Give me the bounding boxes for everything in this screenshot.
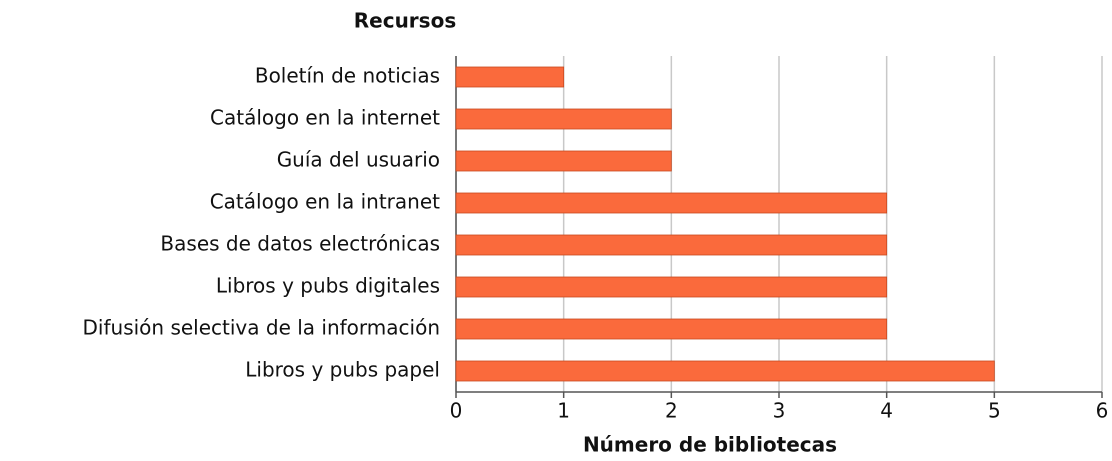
y-axis-label: Recursos	[354, 9, 456, 33]
bar	[455, 276, 888, 298]
bar	[455, 192, 888, 214]
bar	[455, 234, 888, 256]
bar	[455, 318, 888, 340]
x-tick-label: 2	[665, 399, 678, 423]
y-tick-label: Bases de datos electrónicas	[160, 232, 440, 256]
y-tick-label: Catálogo en la internet	[210, 106, 440, 130]
y-tick-label: Guía del usuario	[277, 148, 440, 172]
y-tick-label: Boletín de noticias	[255, 64, 440, 88]
x-tick-label: 5	[988, 399, 1001, 423]
x-tick-label: 3	[773, 399, 786, 423]
bar	[455, 66, 565, 88]
bar	[455, 150, 672, 172]
bar	[455, 108, 672, 130]
x-axis-label: Número de bibliotecas	[583, 433, 837, 457]
x-tick-label: 6	[1096, 399, 1109, 423]
bar	[455, 360, 995, 382]
y-tick-label: Libros y pubs digitales	[216, 274, 440, 298]
x-tick-label: 4	[880, 399, 893, 423]
x-tick-label: 0	[450, 399, 463, 423]
y-tick-label: Catálogo en la intranet	[210, 190, 440, 214]
y-tick-label: Libros y pubs papel	[245, 358, 440, 382]
x-tick-label: 1	[557, 399, 570, 423]
y-tick-label: Difusión selectiva de la información	[83, 316, 440, 340]
